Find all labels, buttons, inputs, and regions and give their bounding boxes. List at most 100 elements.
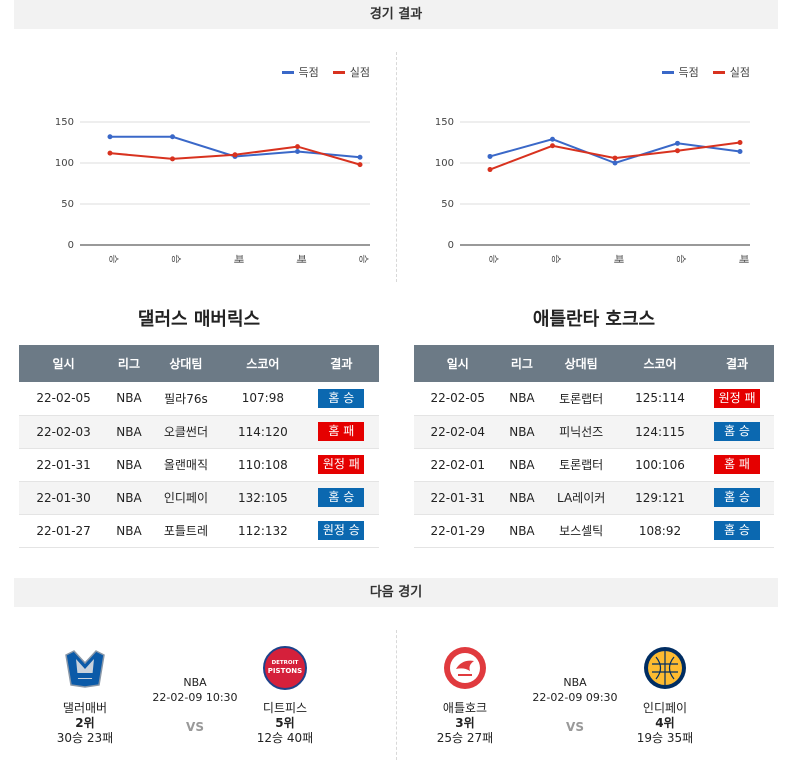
away-team[interactable]: 인디페이 4위 19승 35패 xyxy=(625,645,705,746)
cell-result: 원정 승 xyxy=(303,514,379,548)
x-tick-label: 승 xyxy=(675,254,687,263)
table-header-row: 일시 리그 상대팀 스코어 결과 xyxy=(19,345,379,382)
away-team-record: 19승 35패 xyxy=(636,731,694,745)
match-league: NBA xyxy=(563,676,587,689)
data-point xyxy=(487,153,493,159)
table-row: 22-02-04 NBA 피닉선즈 124:115 홈 승 xyxy=(414,415,774,449)
column-header: 결과 xyxy=(303,345,379,382)
legend-scored-swatch xyxy=(661,70,674,74)
pistons-logo-line1: DETROIT xyxy=(272,660,299,666)
result-badge: 홈 승 xyxy=(714,488,761,507)
cell-result: 홈 승 xyxy=(303,382,379,416)
x-tick-label: 패 xyxy=(612,254,624,263)
cell-result: 홈 승 xyxy=(700,415,774,449)
data-point xyxy=(295,144,300,150)
data-point xyxy=(107,134,113,140)
result-badge: 원정 패 xyxy=(714,388,761,408)
next-game-card[interactable]: 댈러매버 2위 30승 23패 NBA 22-02-09 10:30 VS DE… xyxy=(45,645,345,760)
y-tick-label: 100 xyxy=(55,158,74,169)
home-team-name: 댈러매버 xyxy=(62,701,108,715)
cell-result: 원정 패 xyxy=(303,448,379,482)
cell-result: 홈 승 xyxy=(700,481,774,515)
cell-date: 22-02-05 xyxy=(414,382,502,416)
right-team-chart: 득점 실점 0 50 100 150 승 승 패 승 패 xyxy=(410,50,780,280)
match-datetime: 22-02-09 09:30 xyxy=(532,691,618,704)
column-divider xyxy=(396,52,397,282)
y-tick-label: 100 xyxy=(435,158,454,169)
table-row: 22-01-31 NBA LA레이커 129:121 홈 승 xyxy=(414,481,774,515)
data-point xyxy=(737,149,743,155)
data-point xyxy=(737,140,743,145)
data-point xyxy=(550,143,555,149)
y-tick-label: 150 xyxy=(435,117,454,128)
match-league: NBA xyxy=(183,676,207,689)
results-section-header: 경기 결과 xyxy=(14,0,778,29)
home-team-record: 30승 23패 xyxy=(56,731,114,745)
table-row: 22-01-29 NBA 보스셀틱 108:92 홈 승 xyxy=(414,514,774,548)
x-tick-label: 승 xyxy=(487,254,499,263)
legend-scored: 득점 xyxy=(661,64,699,80)
table-row: 22-01-31 NBA 올랜매직 110:108 원정 패 xyxy=(19,448,379,482)
data-point xyxy=(675,140,680,146)
legend-conceded-swatch xyxy=(712,70,725,74)
x-tick-label: 승 xyxy=(170,254,182,263)
cell-league: NBA xyxy=(108,415,150,449)
legend-scored: 득점 xyxy=(281,64,319,80)
y-tick-label: 50 xyxy=(441,199,454,210)
cell-opponent: 오클썬더 xyxy=(149,415,223,449)
cell-score: 112:132 xyxy=(222,514,304,548)
cell-league: NBA xyxy=(108,514,150,548)
legend-scored-label: 득점 xyxy=(298,66,319,79)
data-point xyxy=(107,150,113,156)
column-header: 상대팀 xyxy=(542,345,620,382)
legend-conceded: 실점 xyxy=(712,64,750,80)
vs-label: VS xyxy=(186,720,204,734)
chart-legend: 득점 실점 xyxy=(281,64,370,80)
cell-league: NBA xyxy=(501,415,543,449)
cell-league: NBA xyxy=(108,448,150,482)
legend-scored-label: 득점 xyxy=(678,66,699,79)
cell-date: 22-01-29 xyxy=(414,514,502,548)
cell-score: 132:105 xyxy=(222,481,304,515)
cell-opponent: 토론랩터 xyxy=(542,382,620,416)
away-team-rank: 5위 xyxy=(275,716,295,730)
x-tick-label: 패 xyxy=(737,254,749,263)
x-tick-label: 패 xyxy=(295,254,307,263)
data-point xyxy=(487,167,493,173)
hawks-logo xyxy=(444,647,486,689)
cell-date: 22-01-31 xyxy=(19,448,109,482)
data-point xyxy=(170,134,175,140)
cell-league: NBA xyxy=(501,382,543,416)
pistons-logo: DETROIT PISTONS xyxy=(263,646,307,690)
cell-league: NBA xyxy=(501,481,543,515)
away-team[interactable]: DETROIT PISTONS 디트피스 5위 12승 40패 xyxy=(245,645,325,746)
data-point xyxy=(295,149,300,155)
x-tick-label: 승 xyxy=(550,254,562,263)
home-team[interactable]: 댈러매버 2위 30승 23패 xyxy=(45,645,125,746)
result-badge: 원정 승 xyxy=(318,521,365,540)
cell-score: 125:114 xyxy=(619,382,701,416)
cell-opponent: 포틀트레 xyxy=(149,514,223,548)
cell-score: 129:121 xyxy=(619,481,701,515)
away-team-name: 디트피스 xyxy=(262,701,308,715)
cell-opponent: 올랜매직 xyxy=(149,448,223,482)
column-divider xyxy=(396,630,397,760)
data-point xyxy=(232,152,238,158)
y-tick-label: 50 xyxy=(61,199,74,210)
away-team-rank: 4위 xyxy=(655,716,675,730)
home-team-rank: 3위 xyxy=(455,716,475,730)
y-tick-label: 0 xyxy=(448,240,454,251)
next-game-card[interactable]: 애틀호크 3위 25승 27패 NBA 22-02-09 09:30 VS 인디… xyxy=(425,645,725,760)
cell-result: 홈 패 xyxy=(303,415,379,449)
column-header: 일시 xyxy=(19,345,109,382)
match-datetime: 22-02-09 10:30 xyxy=(152,691,238,704)
cell-opponent: 필라76s xyxy=(149,382,223,416)
legend-scored-swatch xyxy=(281,70,294,74)
column-header: 리그 xyxy=(501,345,543,382)
cell-date: 22-02-01 xyxy=(414,448,502,482)
home-team[interactable]: 애틀호크 3위 25승 27패 xyxy=(425,645,505,746)
home-team-record: 25승 27패 xyxy=(436,731,494,745)
chart-legend: 득점 실점 xyxy=(661,64,750,80)
data-point xyxy=(357,162,363,168)
column-header: 스코어 xyxy=(222,345,304,382)
